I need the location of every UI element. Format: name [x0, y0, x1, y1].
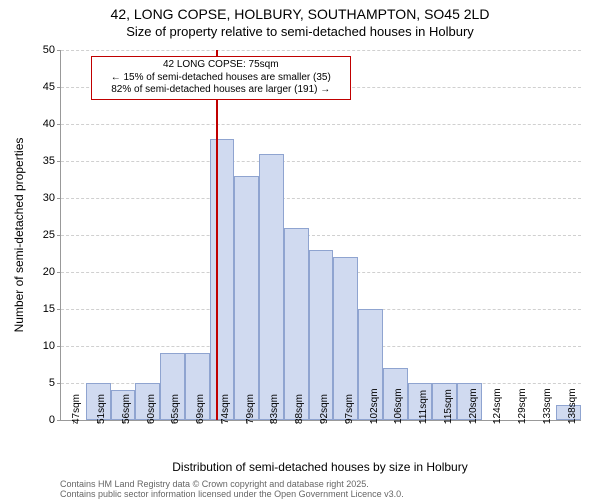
ytick-label: 5 — [49, 377, 61, 389]
y-axis-label: Number of semi-detached properties — [12, 50, 26, 420]
xtick-label: 102sqm — [369, 388, 380, 424]
chart-root: 42, LONG COPSE, HOLBURY, SOUTHAMPTON, SO… — [0, 0, 600, 500]
xtick-label: 83sqm — [269, 394, 280, 424]
plot-area: 0510152025303540455047sqm51sqm56sqm60sqm… — [60, 50, 581, 421]
gridline — [61, 50, 581, 51]
attribution-line-2: Contains public sector information licen… — [60, 490, 404, 500]
xtick-label: 69sqm — [195, 394, 206, 424]
xtick-label: 115sqm — [443, 389, 454, 424]
ytick-label: 40 — [43, 118, 61, 130]
ytick-label: 25 — [43, 229, 61, 241]
ytick-label: 35 — [43, 155, 61, 167]
gridline — [61, 161, 581, 162]
xtick-label: 60sqm — [146, 394, 157, 424]
histogram-bar — [234, 176, 259, 420]
annotation-line: ← 15% of semi-detached houses are smalle… — [96, 72, 346, 85]
xtick-label: 56sqm — [121, 394, 132, 424]
xtick-label: 120sqm — [468, 388, 479, 424]
xtick-label: 111sqm — [418, 390, 429, 424]
xtick-label: 74sqm — [220, 394, 231, 424]
histogram-bar — [259, 154, 284, 420]
xtick-label: 79sqm — [245, 394, 256, 424]
xtick-label: 124sqm — [492, 388, 503, 424]
xtick-label: 47sqm — [71, 394, 82, 424]
ytick-label: 50 — [43, 44, 61, 56]
ytick-label: 20 — [43, 266, 61, 278]
attribution: Contains HM Land Registry data © Crown c… — [60, 480, 404, 500]
xtick-label: 106sqm — [393, 388, 404, 424]
gridline — [61, 235, 581, 236]
xtick-label: 97sqm — [344, 394, 355, 424]
gridline — [61, 198, 581, 199]
ytick-label: 10 — [43, 340, 61, 352]
xtick-label: 129sqm — [517, 388, 528, 424]
ytick-label: 0 — [49, 414, 61, 426]
xtick-label: 92sqm — [319, 394, 330, 424]
annotation-box: 42 LONG COPSE: 75sqm← 15% of semi-detach… — [91, 56, 351, 100]
ytick-label: 30 — [43, 192, 61, 204]
title-line-2: Size of property relative to semi-detach… — [0, 24, 600, 39]
ytick-label: 45 — [43, 81, 61, 93]
histogram-bar — [284, 228, 309, 420]
gridline — [61, 124, 581, 125]
annotation-line: 82% of semi-detached houses are larger (… — [96, 84, 346, 97]
annotation-line: 42 LONG COPSE: 75sqm — [96, 59, 346, 72]
xtick-label: 65sqm — [170, 394, 181, 424]
xtick-label: 138sqm — [567, 388, 578, 424]
histogram-bar — [210, 139, 235, 420]
property-marker-line — [216, 50, 218, 420]
xtick-label: 133sqm — [542, 388, 553, 424]
xtick-label: 51sqm — [96, 394, 107, 424]
xtick-label: 88sqm — [294, 394, 305, 424]
ytick-label: 15 — [43, 303, 61, 315]
title-line-1: 42, LONG COPSE, HOLBURY, SOUTHAMPTON, SO… — [0, 6, 600, 23]
x-axis-label: Distribution of semi-detached houses by … — [60, 460, 580, 474]
